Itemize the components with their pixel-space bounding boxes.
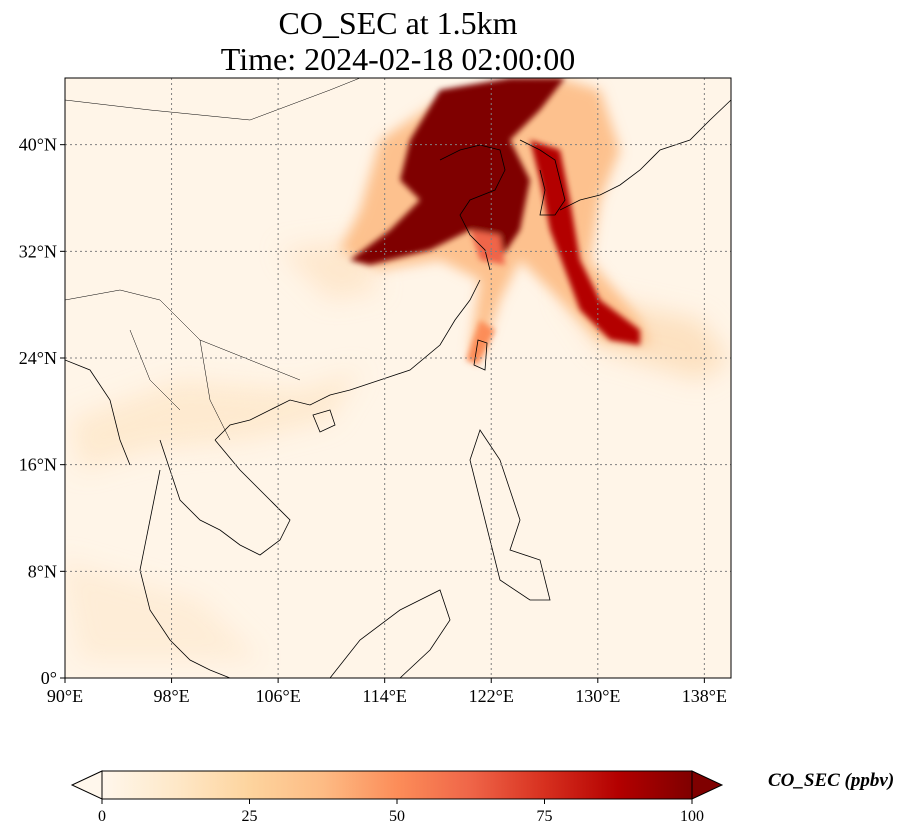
- plume-high: [350, 78, 640, 365]
- lat-tick-label: 0°: [41, 668, 57, 688]
- lon-tick-label: 138°E: [682, 686, 727, 706]
- korea-coast: [519, 139, 566, 216]
- colorbar-tick-label: 75: [537, 808, 553, 825]
- colorbar-tick-label: 50: [389, 808, 405, 825]
- background-haze: [65, 240, 731, 660]
- lon-tick-label: 122°E: [469, 686, 514, 706]
- lon-tick-label: 90°E: [47, 686, 83, 706]
- lat-tick-label: 8°N: [28, 561, 57, 581]
- concentration-field: [65, 78, 731, 678]
- colorbar-tick-label: 25: [242, 808, 258, 825]
- taiwan-coast: [473, 339, 488, 371]
- coastlines: [65, 78, 731, 678]
- map-title-time: Time: 2024-02-18 02:00:00: [220, 41, 576, 77]
- japan-coast: [559, 99, 731, 211]
- map-frame: [64, 77, 732, 679]
- bohai-coast: [439, 144, 506, 271]
- indochina-coast: [159, 439, 291, 556]
- china-coast: [214, 279, 481, 441]
- colorbar-max-extend: [691, 770, 724, 800]
- borneo-coast: [329, 589, 451, 678]
- colorbar-tick-label: 0: [98, 808, 106, 825]
- lon-tick-label: 98°E: [153, 686, 189, 706]
- lat-tick-label: 32°N: [19, 241, 57, 261]
- lat-tick-label: 24°N: [19, 348, 57, 368]
- colorbar-tick-label: 100: [680, 808, 704, 825]
- lon-tick-label: 114°E: [362, 686, 407, 706]
- land-borders: [65, 78, 361, 441]
- map-title-variable: CO_SEC at 1.5km: [278, 5, 518, 41]
- lon-tick-label: 130°E: [575, 686, 620, 706]
- myanmar-coast: [65, 359, 131, 466]
- malay-coast: [139, 469, 231, 678]
- hainan-coast: [312, 409, 336, 433]
- lat-tick-label: 16°N: [19, 455, 57, 475]
- colorbar-ticks: 0 25 50 75 100: [98, 799, 704, 825]
- colorbar-min-extend: [70, 770, 103, 800]
- lat-tick-label: 40°N: [19, 135, 57, 155]
- lat-axis: 0° 8°N 16°N 24°N 32°N 40°N: [19, 135, 65, 688]
- colorbar-label: CO_SEC (ppbv): [768, 770, 895, 791]
- lon-axis: 90°E 98°E 106°E 114°E 122°E 130°E 138°E: [47, 678, 727, 706]
- philippines-coast: [469, 429, 551, 601]
- colorbar: 0 25 50 75 100: [70, 770, 724, 825]
- colorbar-body: [102, 771, 692, 799]
- lon-tick-label: 106°E: [256, 686, 301, 706]
